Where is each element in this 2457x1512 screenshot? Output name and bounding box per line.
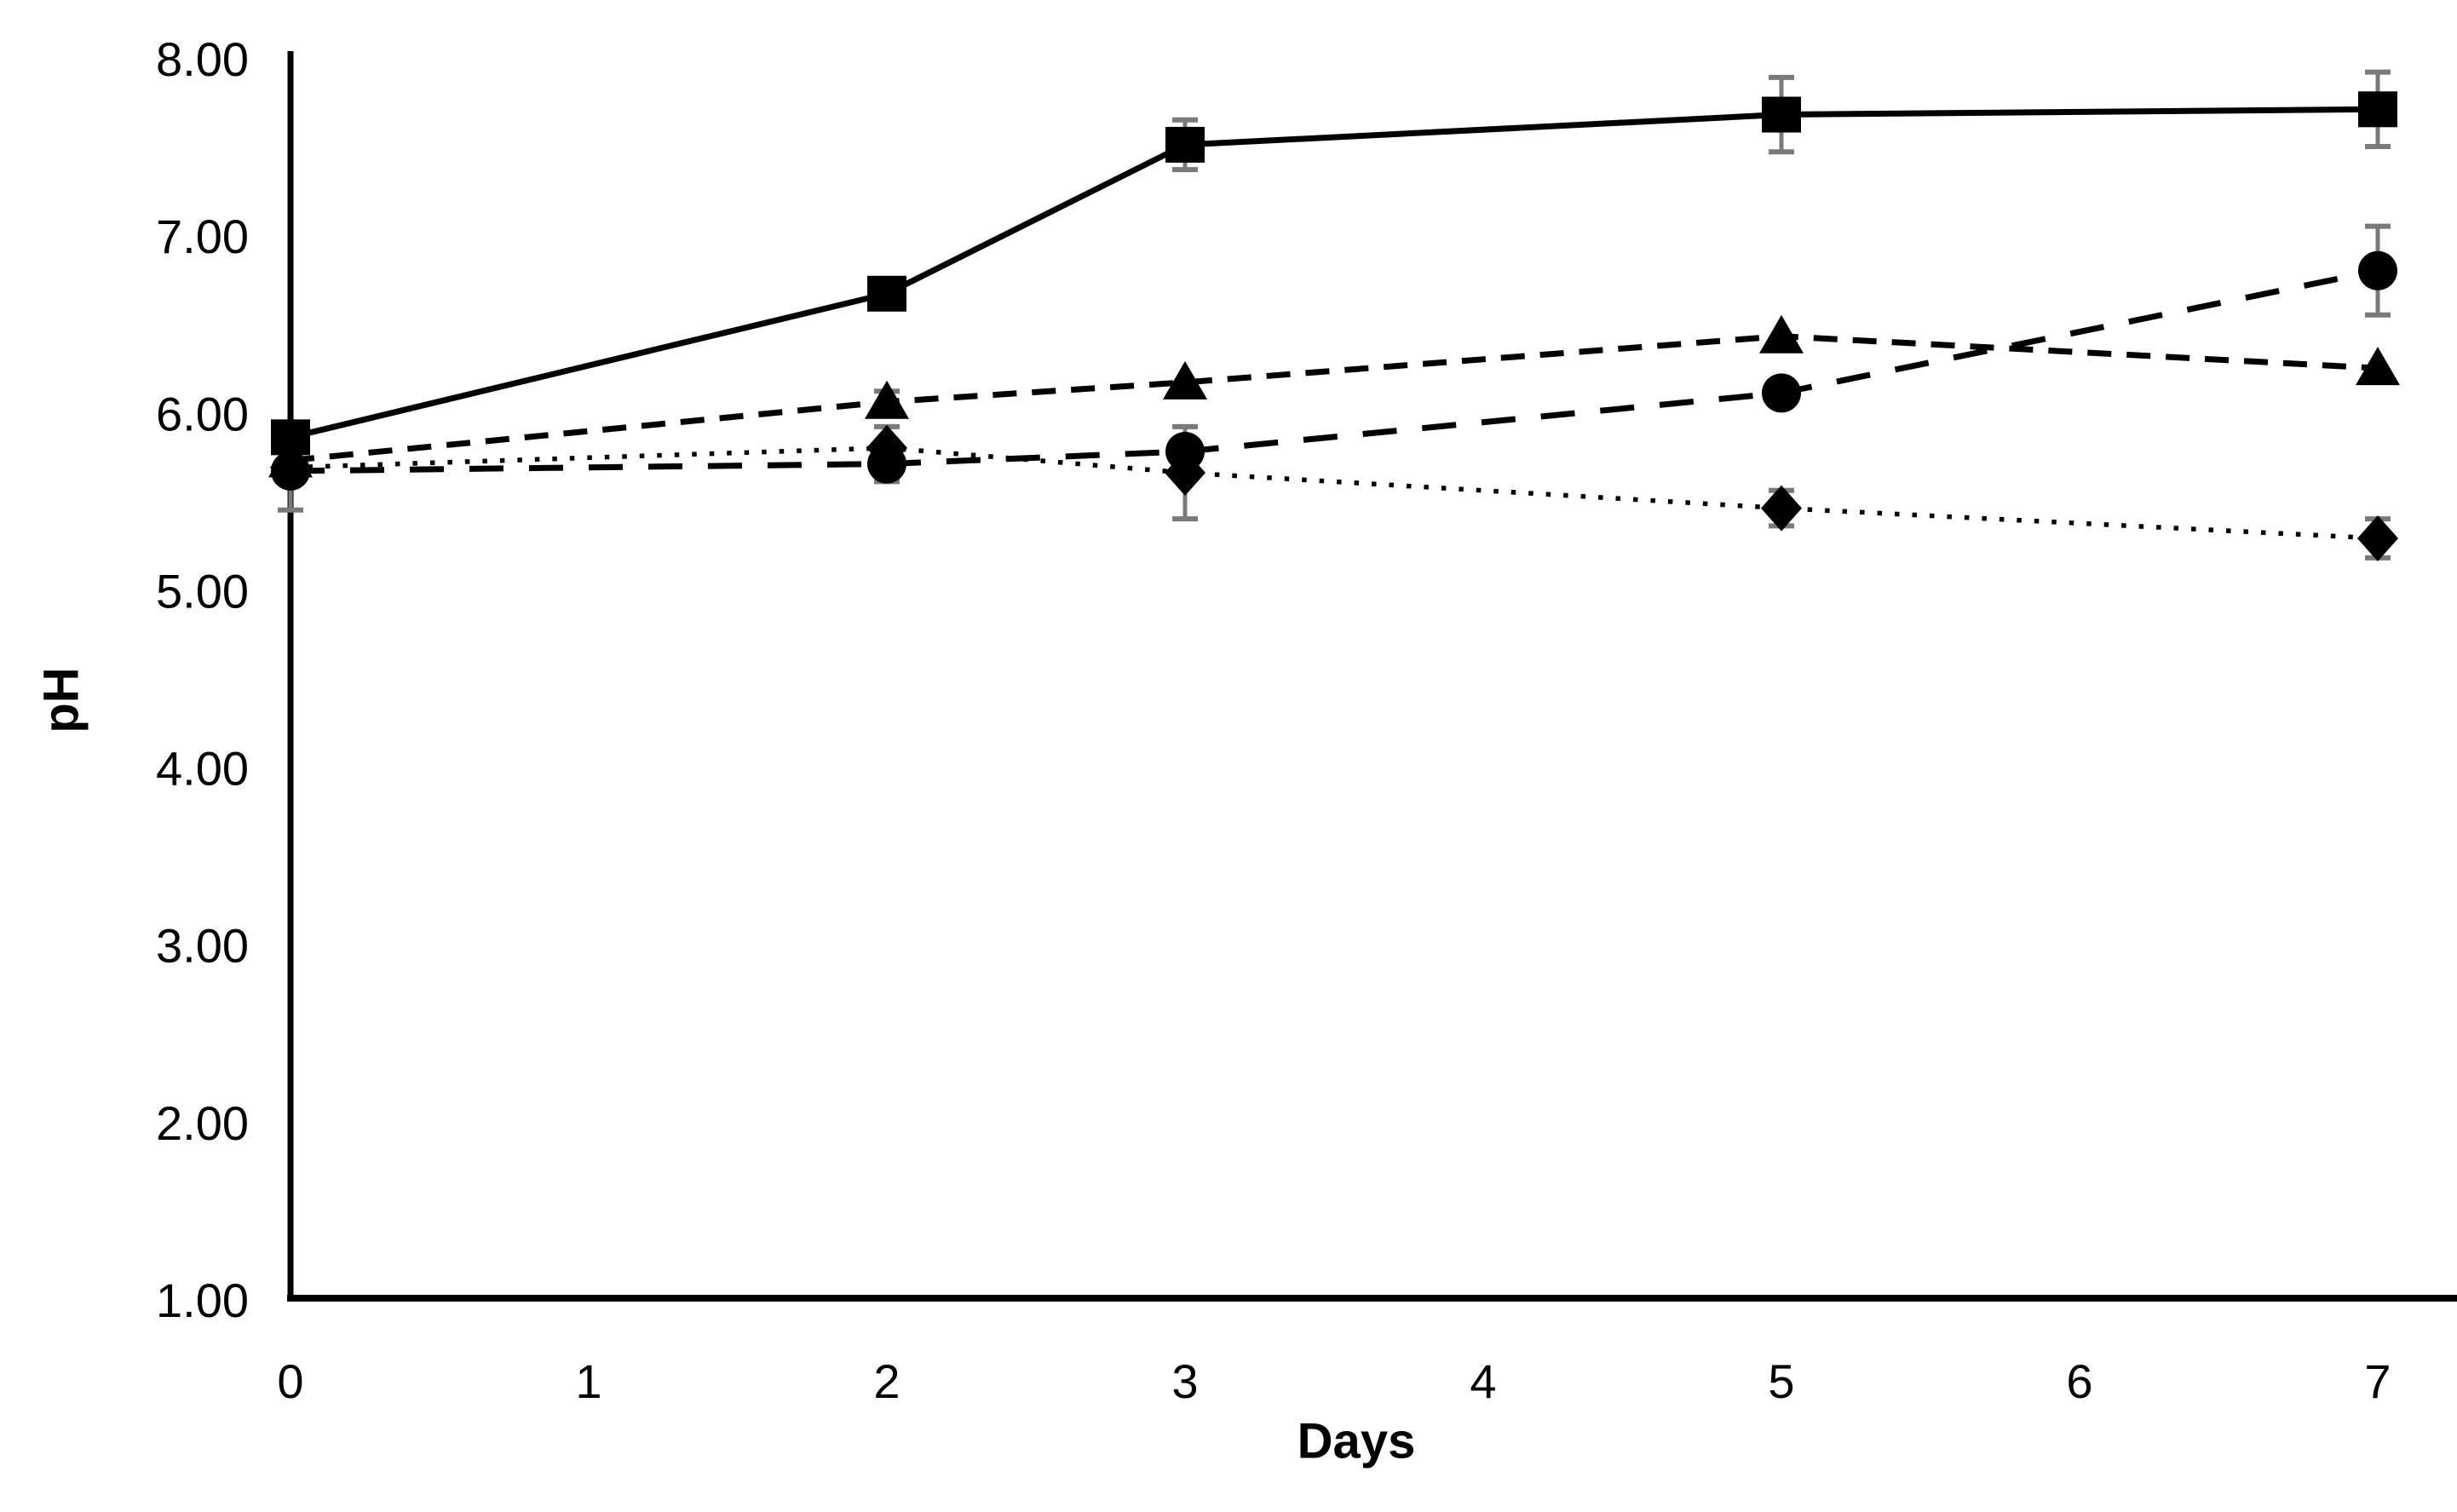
y-tick-label: 5.00 xyxy=(156,564,249,618)
x-tick-label: 4 xyxy=(1470,1354,1496,1408)
series-line-diamond xyxy=(290,446,2379,541)
triangle-marker xyxy=(865,380,909,419)
diamond-marker xyxy=(270,444,311,491)
series-line-circle xyxy=(290,267,2379,474)
x-axis-title: Days xyxy=(1297,1413,1416,1469)
diamond-marker xyxy=(866,424,907,471)
series-line-triangle xyxy=(290,333,2379,463)
series-line-square xyxy=(290,106,2379,440)
y-tick-label: 7.00 xyxy=(156,210,249,263)
x-tick-label: 0 xyxy=(277,1354,303,1408)
y-tick-label: 8.00 xyxy=(156,32,249,86)
y-tick-label: 6.00 xyxy=(156,387,249,440)
square-marker xyxy=(1165,126,1205,163)
y-tick-label: 1.00 xyxy=(156,1273,249,1327)
square-marker xyxy=(867,275,906,312)
x-tick-label: 2 xyxy=(873,1354,900,1408)
triangle-marker xyxy=(2356,347,2400,386)
triangle-marker xyxy=(1759,314,1804,354)
x-tick-label: 5 xyxy=(1768,1354,1794,1408)
diamond-marker xyxy=(1165,449,1205,496)
x-tick-label: 3 xyxy=(1171,1354,1198,1408)
y-tick-label: 4.00 xyxy=(156,742,249,796)
square-marker xyxy=(2358,91,2397,128)
x-tick-label: 7 xyxy=(2364,1354,2391,1408)
circle-marker xyxy=(1762,373,1801,413)
y-axis-title: pH xyxy=(33,667,89,733)
circle-marker xyxy=(2358,250,2397,290)
square-marker xyxy=(1762,96,1801,133)
triangle-marker xyxy=(1163,360,1207,400)
x-tick-label: 6 xyxy=(2066,1354,2092,1408)
x-tick-label: 1 xyxy=(575,1354,601,1408)
y-tick-label: 2.00 xyxy=(156,1096,249,1150)
diamond-marker xyxy=(2357,515,2398,561)
y-tick-label: 3.00 xyxy=(156,919,249,973)
diamond-marker xyxy=(1761,485,1802,532)
